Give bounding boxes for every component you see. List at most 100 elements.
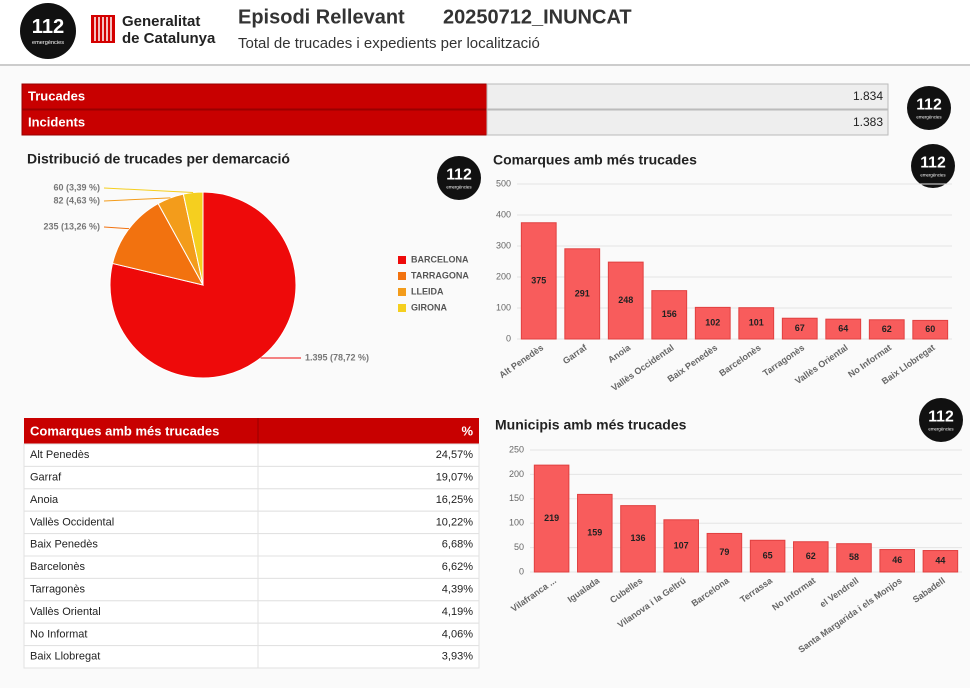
table-row-bg <box>24 489 479 511</box>
bar-value-label: 156 <box>662 309 677 319</box>
legend-label: TARRAGONA <box>411 270 469 280</box>
table-cell-name: Vallès Oriental <box>30 606 101 618</box>
y-tick-label: 0 <box>506 333 511 343</box>
table-cell-pct: 6,62% <box>442 561 473 573</box>
bar-value-label: 58 <box>849 552 859 562</box>
org-logo: Generalitat de Catalunya <box>91 13 216 47</box>
legend-label: BARCELONA <box>411 254 469 264</box>
table-cell-name: Baix Llobregat <box>30 651 100 663</box>
summary-value: 1.834 <box>853 89 883 103</box>
summary-label-cell <box>22 110 487 135</box>
summary-label: Trucades <box>28 88 85 103</box>
y-tick-label: 500 <box>496 178 511 188</box>
bar-value-label: 64 <box>838 323 848 333</box>
table-row-bg <box>24 466 479 488</box>
chart-title: Municipis amb més trucades <box>495 417 687 433</box>
bar-value-label: 219 <box>544 513 559 523</box>
pie-label: 60 (3,39 %) <box>53 182 100 192</box>
bar-value-label: 79 <box>719 547 729 557</box>
table-cell-name: Barcelonès <box>30 561 86 573</box>
legend-swatch <box>398 304 406 312</box>
table-cell-pct: 19,07% <box>436 472 474 484</box>
logo-number: 112 <box>32 16 65 38</box>
table-cell-name: Garraf <box>30 472 62 484</box>
pie-label: 1.395 (78,72 %) <box>305 352 369 362</box>
bar-value-label: 60 <box>925 324 935 334</box>
pie-label: 235 (13,26 %) <box>43 221 100 231</box>
y-tick-label: 200 <box>509 469 524 479</box>
logo-number: 112 <box>928 409 954 426</box>
summary-label: Incidents <box>28 114 85 129</box>
pie-label: 82 (4,63 %) <box>53 195 100 205</box>
bar-value-label: 107 <box>674 540 689 550</box>
org-line1: Generalitat <box>122 13 200 30</box>
logo-caption: emergències <box>920 172 946 177</box>
table-cell-pct: 16,25% <box>436 494 474 506</box>
table-row-bg <box>24 578 479 600</box>
y-tick-label: 50 <box>514 542 524 552</box>
y-tick-label: 100 <box>509 518 524 528</box>
table-row-bg <box>24 444 479 466</box>
logo-caption: emergències <box>32 40 64 46</box>
bar-value-label: 291 <box>575 288 590 298</box>
bar-value-label: 248 <box>618 295 633 305</box>
org-line2: de Catalunya <box>122 30 216 47</box>
chart-title: Comarques amb més trucades <box>493 152 697 168</box>
table-cell-name: Vallès Occidental <box>30 516 114 528</box>
y-tick-label: 400 <box>496 209 511 219</box>
y-tick-label: 300 <box>496 240 511 250</box>
summary-value-cell <box>487 110 888 135</box>
y-tick-label: 0 <box>519 566 524 576</box>
bar-value-label: 65 <box>763 551 773 561</box>
table-cell-name: Baix Penedès <box>30 539 98 551</box>
legend-label: GIRONA <box>411 302 448 312</box>
table-cell-name: Anoia <box>30 494 59 506</box>
bar-value-label: 44 <box>935 556 945 566</box>
bar-value-label: 101 <box>749 318 764 328</box>
table-cell-pct: 3,93% <box>442 651 473 663</box>
legend-swatch <box>398 288 406 296</box>
table-cell-name: Alt Penedès <box>30 449 90 461</box>
legend-label: LLEIDA <box>411 286 444 296</box>
logo-caption: emergències <box>916 114 942 119</box>
table-cell-pct: 24,57% <box>436 449 474 461</box>
table-cell-pct: 10,22% <box>436 516 474 528</box>
bar-value-label: 375 <box>531 275 546 285</box>
table-row-bg <box>24 556 479 578</box>
logo-number: 112 <box>446 167 472 184</box>
y-tick-label: 100 <box>496 302 511 312</box>
table-cell-name: Tarragonès <box>30 584 86 596</box>
logo-number: 112 <box>920 155 946 172</box>
y-tick-label: 200 <box>496 271 511 281</box>
y-tick-label: 150 <box>509 493 524 503</box>
y-tick-label: 250 <box>509 444 524 454</box>
table-cell-name: No Informat <box>30 628 87 640</box>
chart-title: Distribució de trucades per demarcació <box>27 151 290 167</box>
table-cell-pct: 6,68% <box>442 539 473 551</box>
logo-112: 112 emergències <box>20 3 76 59</box>
table-cell-pct: 4,39% <box>442 584 473 596</box>
legend-swatch <box>398 272 406 280</box>
bar-value-label: 67 <box>795 323 805 333</box>
table-row-bg <box>24 623 479 645</box>
episode-code: 20250712_INUNCAT <box>443 6 632 28</box>
logo-caption: emergències <box>446 184 472 189</box>
bar-value-label: 46 <box>892 555 902 565</box>
table-cell-pct: 4,19% <box>442 606 473 618</box>
bar-value-label: 102 <box>705 318 720 328</box>
summary-value-cell <box>487 84 888 109</box>
page-title: Episodi Rellevant <box>238 6 405 28</box>
bar-value-label: 62 <box>806 551 816 561</box>
table-header-name: Comarques amb més trucades <box>30 423 219 438</box>
table-header-pct: % <box>461 423 473 438</box>
bar-value-label: 159 <box>587 528 602 538</box>
logo-caption: emergències <box>928 426 954 431</box>
logo-number: 112 <box>916 97 942 114</box>
bar-value-label: 136 <box>630 533 645 543</box>
legend-swatch <box>398 256 406 264</box>
